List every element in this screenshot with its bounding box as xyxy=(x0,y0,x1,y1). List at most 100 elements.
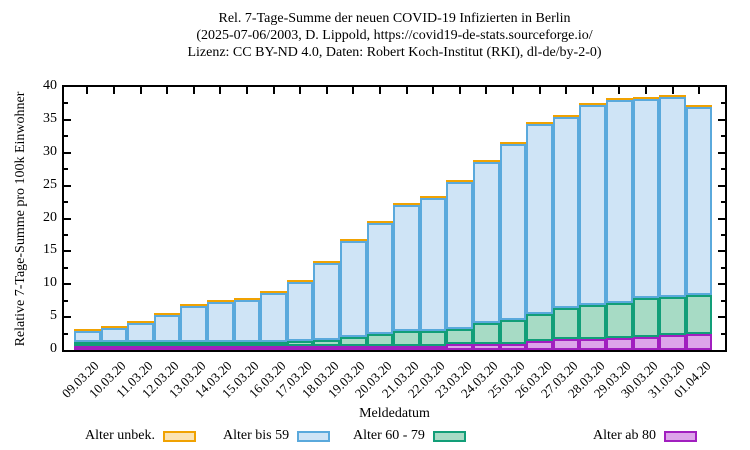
bar-segment xyxy=(473,344,500,350)
bar-24.03.20 xyxy=(473,160,500,350)
bar-09.03.20 xyxy=(74,329,101,350)
bar-27.03.20 xyxy=(552,115,580,350)
x-tick-top xyxy=(539,87,541,94)
y-tick-right xyxy=(721,234,725,236)
bar-segment xyxy=(313,263,340,340)
bar-segment xyxy=(419,196,447,198)
bar-segment xyxy=(180,304,207,306)
bar-segment xyxy=(127,342,154,346)
bar-12.03.20 xyxy=(153,313,181,350)
bar-segment xyxy=(366,334,394,346)
bar-segment xyxy=(233,298,261,300)
bar-segment xyxy=(632,97,660,99)
y-tick-right xyxy=(718,250,725,252)
bar-25.03.20 xyxy=(499,142,527,350)
bar-15.03.20 xyxy=(233,298,261,350)
bar-segment xyxy=(473,162,500,323)
bar-segment xyxy=(419,198,447,331)
bar-01.04.20 xyxy=(685,105,713,350)
legend-swatch-alter-ab-80 xyxy=(663,430,697,442)
y-tick-right xyxy=(721,135,725,137)
legend-label-alter-unbek: Alter unbek. xyxy=(85,428,155,443)
y-tick-right xyxy=(718,185,725,187)
bar-segment xyxy=(446,329,473,344)
bar-segment xyxy=(473,323,500,344)
bar-segment xyxy=(606,100,633,303)
bar-segment xyxy=(286,346,314,350)
y-tick-label-10: 10 xyxy=(43,275,57,290)
bar-18.03.20 xyxy=(313,261,340,350)
bar-segment xyxy=(127,323,154,342)
bar-segment xyxy=(393,346,420,350)
bar-11.03.20 xyxy=(127,321,154,350)
bar-segment xyxy=(260,346,287,350)
bar-segment xyxy=(313,346,340,350)
bar-segment xyxy=(685,334,713,350)
y-tick-left xyxy=(64,283,71,285)
bar-segment xyxy=(685,107,713,295)
bar-segment xyxy=(233,300,261,342)
x-tick-top xyxy=(246,87,248,94)
y-tick-left xyxy=(64,300,68,302)
bar-segment xyxy=(180,306,207,342)
bar-segment xyxy=(74,331,101,342)
y-tick-label-25: 25 xyxy=(43,177,57,192)
bar-segment xyxy=(499,344,527,350)
bar-26.03.20 xyxy=(526,122,553,350)
x-tick-top xyxy=(219,87,221,94)
y-tick-right xyxy=(721,300,725,302)
bar-21.03.20 xyxy=(393,203,420,350)
bar-segment xyxy=(260,342,287,346)
bar-segment xyxy=(260,293,287,342)
chart-title-line3: Lizenz: CC BY-ND 4.0, Daten: Robert Koch… xyxy=(187,45,602,60)
x-tick-top xyxy=(698,87,700,94)
chart-title: Rel. 7-Tage-Summe der neuen COVID-19 Inf… xyxy=(62,10,727,61)
bar-10.03.20 xyxy=(100,326,128,350)
bar-segment xyxy=(499,144,527,320)
bar-segment xyxy=(180,346,207,350)
bar-segment xyxy=(526,122,553,124)
bar-segment xyxy=(685,295,713,334)
x-tick-top xyxy=(352,87,354,94)
bar-segment xyxy=(366,223,394,334)
legend-item-alter-unbek: Alter unbek. xyxy=(85,428,196,444)
bar-segment xyxy=(446,180,473,182)
bar-segment xyxy=(393,331,420,346)
legend-label-alter-bis-59: Alter bis 59 xyxy=(223,428,290,443)
x-tick-top xyxy=(273,87,275,94)
bar-segment xyxy=(552,117,580,308)
bar-segment xyxy=(100,346,128,350)
bar-segment xyxy=(499,142,527,144)
bar-segment xyxy=(419,331,447,346)
bar-segment xyxy=(552,308,580,339)
y-tick-left xyxy=(64,185,71,187)
bar-segment xyxy=(286,280,314,282)
bar-segment xyxy=(659,95,686,97)
bar-segment xyxy=(526,341,553,350)
y-tick-label-0: 0 xyxy=(50,341,57,356)
bar-segment xyxy=(659,297,686,335)
y-tick-right xyxy=(718,316,725,318)
bar-22.03.20 xyxy=(419,196,447,350)
legend-swatch-alter-unbek xyxy=(162,430,196,442)
x-tick-top xyxy=(512,87,514,94)
y-tick-right xyxy=(718,152,725,154)
bar-segment xyxy=(552,339,580,350)
y-tick-right xyxy=(721,267,725,269)
x-tick-top xyxy=(86,87,88,94)
bar-segment xyxy=(340,337,367,346)
y-tick-right xyxy=(721,333,725,335)
bar-segment xyxy=(100,342,128,346)
y-tick-left xyxy=(64,333,68,335)
x-tick-top xyxy=(299,87,301,94)
chart-title-line1: Rel. 7-Tage-Summe der neuen COVID-19 Inf… xyxy=(218,11,571,26)
bar-16.03.20 xyxy=(260,291,287,350)
bar-segment xyxy=(393,205,420,331)
y-tick-right xyxy=(718,119,725,121)
x-tick-top xyxy=(592,87,594,94)
y-tick-left xyxy=(64,119,71,121)
bar-segment xyxy=(499,320,527,344)
y-tick-right xyxy=(718,283,725,285)
bar-segment xyxy=(366,346,394,350)
x-tick-top xyxy=(113,87,115,94)
